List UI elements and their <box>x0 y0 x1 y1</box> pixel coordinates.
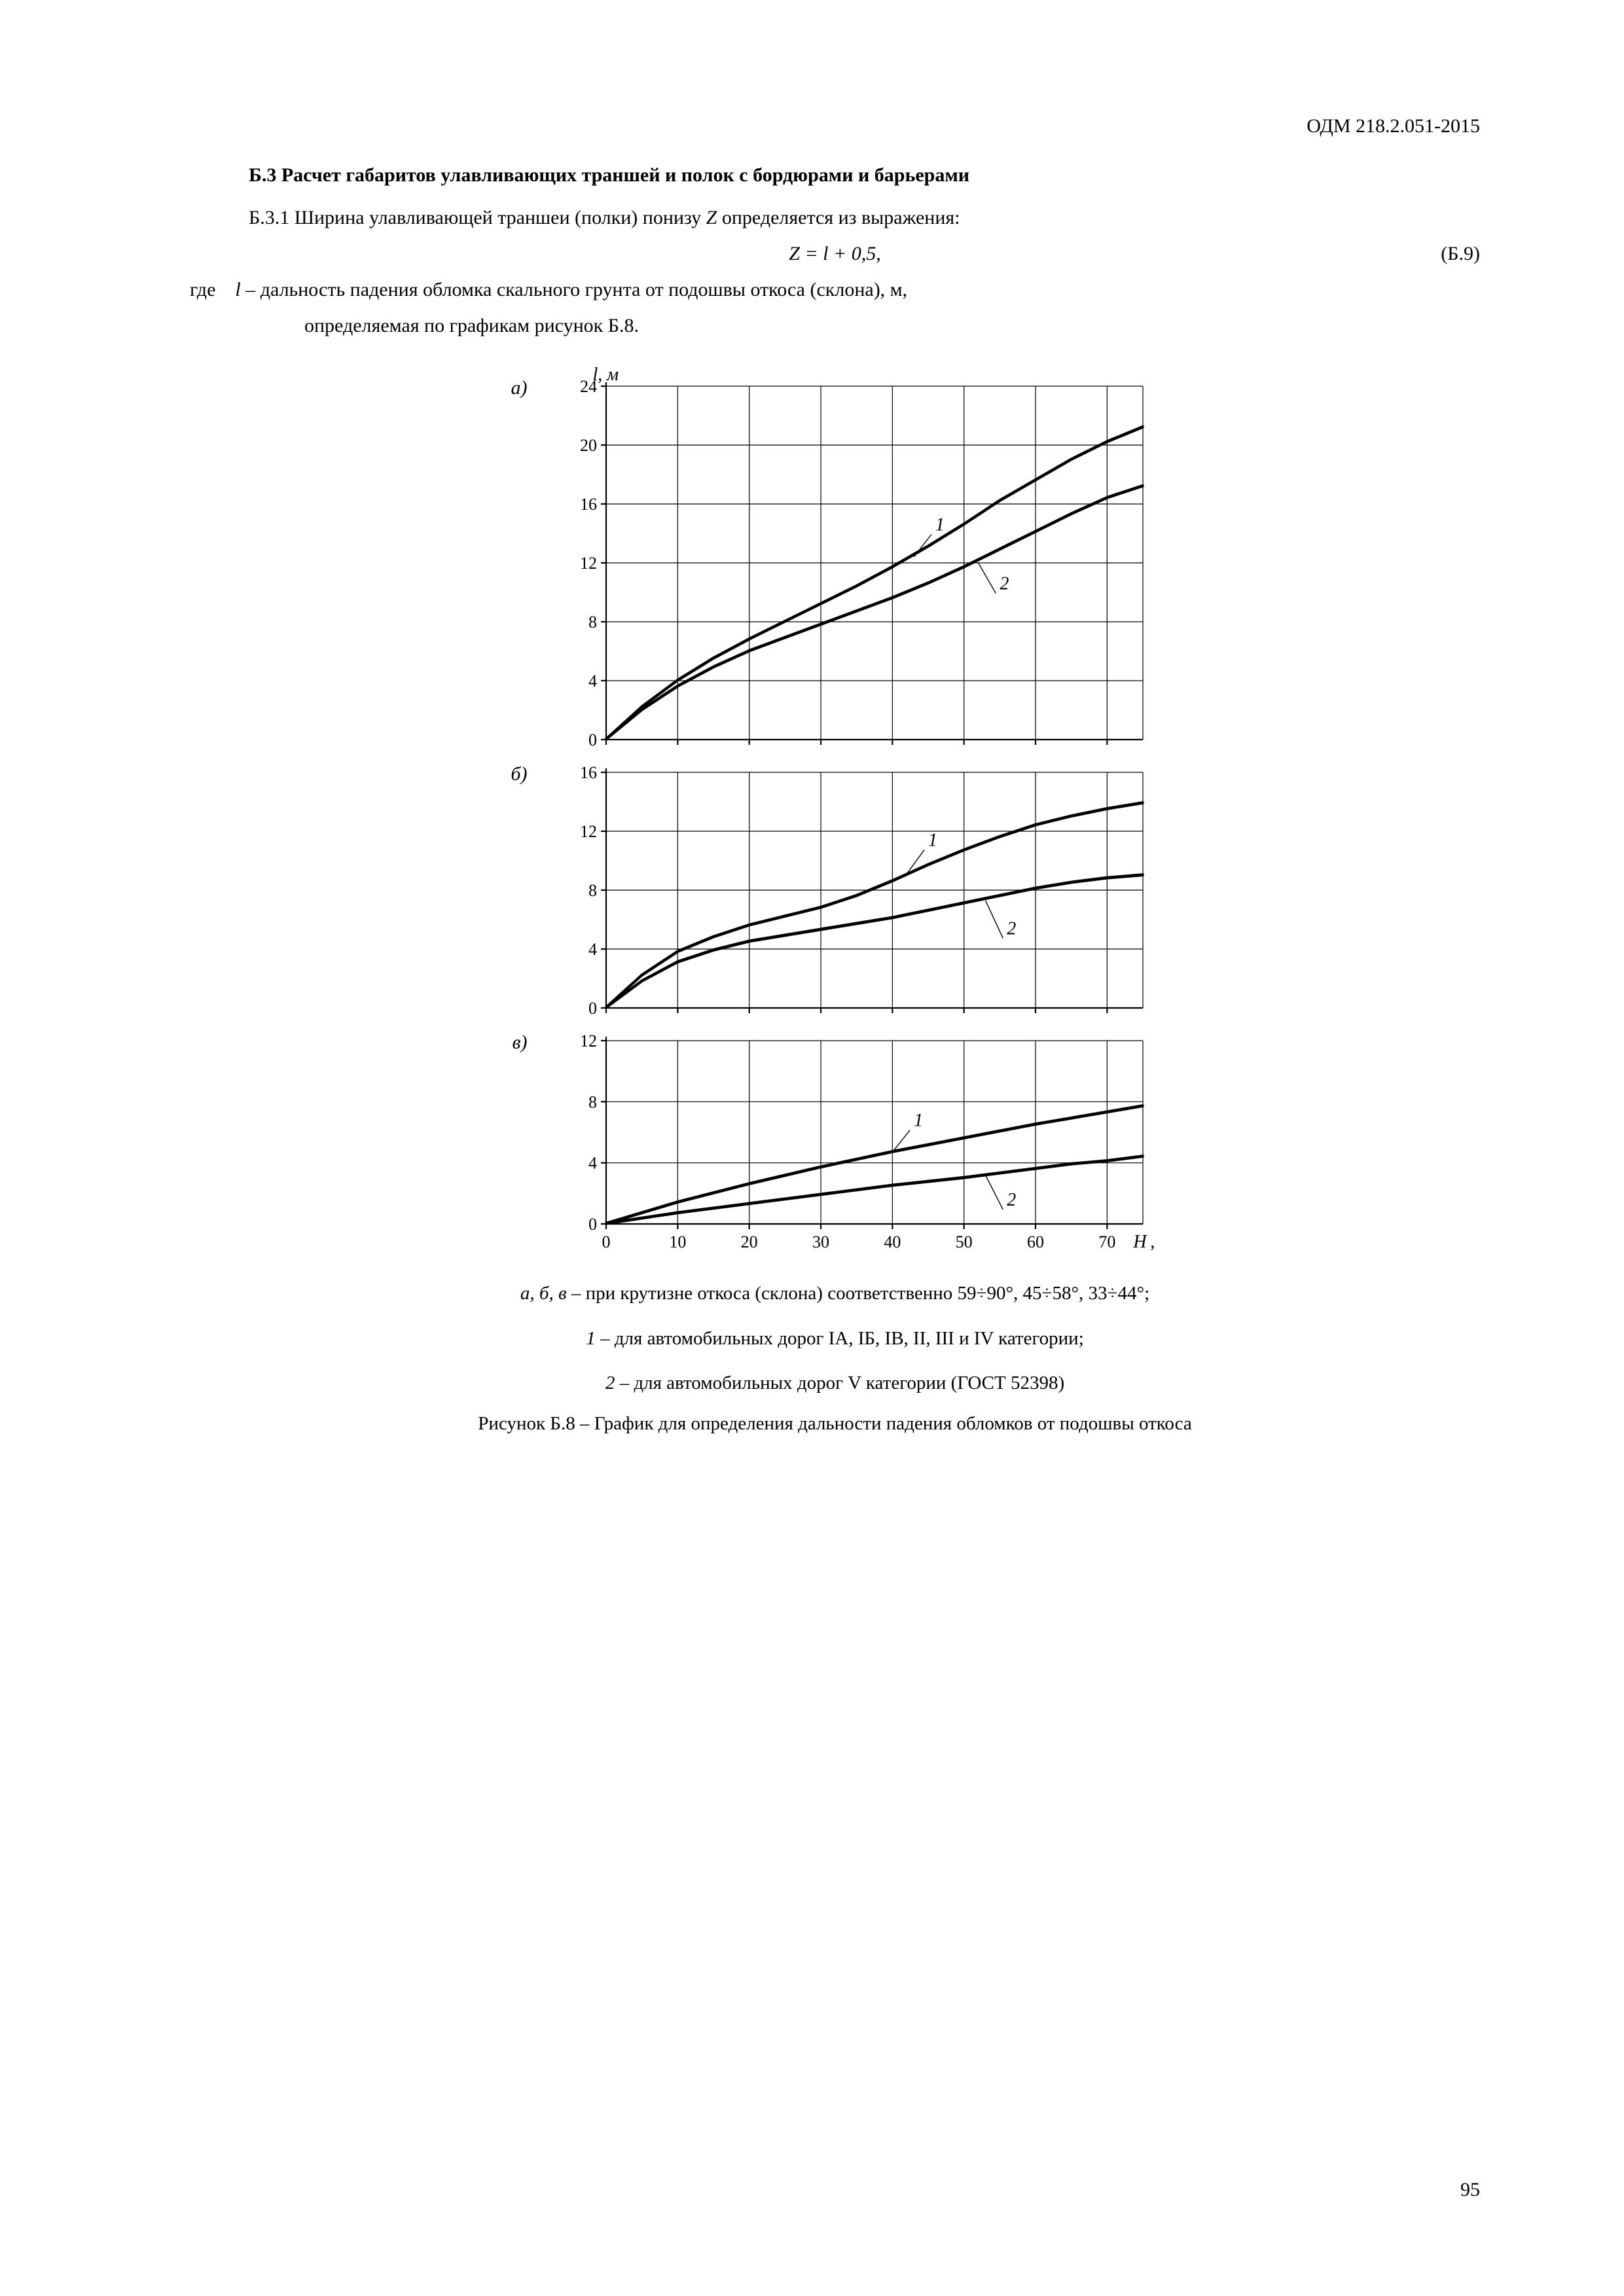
panel-b-label: б) <box>475 753 554 789</box>
svg-text:2: 2 <box>1007 919 1016 939</box>
svg-text:1: 1 <box>928 831 937 851</box>
svg-text:12: 12 <box>580 822 597 841</box>
svg-text:8: 8 <box>588 613 597 632</box>
svg-text:0: 0 <box>588 999 597 1018</box>
caption-1: а, б, в – при крутизне откоса (склона) с… <box>190 1280 1480 1308</box>
chart-b-wrap: 048121612 <box>554 753 1156 1021</box>
panel-v-label: в) <box>475 1021 554 1057</box>
svg-text:10: 10 <box>669 1232 686 1251</box>
equation-number: (Б.9) <box>1441 239 1480 268</box>
caption-1-rest: – при крутизне откоса (склона) соответст… <box>567 1283 1150 1304</box>
caption-2-pre: 1 <box>586 1328 596 1349</box>
chart-v-block: в) 0481201020304050607012H, м <box>475 1021 1195 1263</box>
caption-1-pre: а, б, в <box>520 1283 567 1304</box>
svg-text:1: 1 <box>935 515 944 535</box>
where-var: l <box>235 279 240 300</box>
where-cont: определяемая по графикам рисунок Б.8. <box>304 311 1480 340</box>
caption-3-rest: – для автомобильных дорог V категории (Г… <box>615 1372 1064 1393</box>
chart-v: 0481201020304050607012H, м <box>554 1021 1156 1263</box>
y-axis-title: l, м <box>593 361 619 389</box>
svg-text:20: 20 <box>740 1232 757 1251</box>
charts-container: а) l, м 0481216202412 б) 048121612 в) 04… <box>475 367 1195 1263</box>
page-number: 95 <box>1460 2175 1480 2204</box>
svg-text:2: 2 <box>1007 1190 1016 1210</box>
caption-3-pre: 2 <box>605 1372 615 1393</box>
chart-a-wrap: l, м 0481216202412 <box>554 367 1156 753</box>
svg-text:0: 0 <box>588 730 597 749</box>
formula-row: Z = l + 0,5, (Б.9) <box>190 239 1480 268</box>
svg-text:40: 40 <box>884 1232 901 1251</box>
chart-b: 048121612 <box>554 753 1156 1021</box>
doc-header: ОДМ 218.2.051-2015 <box>190 111 1480 141</box>
svg-text:4: 4 <box>588 940 597 959</box>
svg-text:H: H <box>1132 1232 1147 1252</box>
figure-title: Рисунок Б.8 – График для определения дал… <box>190 1410 1480 1439</box>
formula: Z = l + 0,5, <box>789 239 881 268</box>
y-axis-title-text: l, м <box>593 365 619 385</box>
where-prefix: где <box>190 279 215 300</box>
svg-text:8: 8 <box>588 881 597 900</box>
svg-text:4: 4 <box>588 672 597 691</box>
caption-2-rest: – для автомобильных дорог IА, IБ, IВ, II… <box>596 1328 1084 1349</box>
chart-b-block: б) 048121612 <box>475 753 1195 1021</box>
svg-text:30: 30 <box>812 1232 829 1251</box>
svg-text:70: 70 <box>1098 1232 1115 1251</box>
svg-text:1: 1 <box>914 1111 923 1131</box>
caption-3: 2 – для автомобильных дорог V категории … <box>190 1369 1480 1398</box>
para-b31: Б.3.1 Ширина улавливающей траншеи (полки… <box>249 203 1480 232</box>
svg-text:8: 8 <box>588 1092 597 1111</box>
where-line: где l – дальность падения обломка скальн… <box>190 275 1480 304</box>
section-title: Б.3 Расчет габаритов улавливающих транше… <box>249 160 1480 190</box>
chart-v-wrap: 0481201020304050607012H, м <box>554 1021 1156 1263</box>
caption-2: 1 – для автомобильных дорог IА, IБ, IВ, … <box>190 1325 1480 1354</box>
chart-a: 0481216202412 <box>554 367 1156 753</box>
where-text: – дальность падения обломка скального гр… <box>245 279 907 300</box>
svg-text:16: 16 <box>580 495 597 514</box>
svg-text:20: 20 <box>580 436 597 455</box>
svg-text:0: 0 <box>602 1232 610 1251</box>
svg-text:60: 60 <box>1027 1232 1044 1251</box>
svg-text:2: 2 <box>1000 574 1009 594</box>
para-b31-text: Б.3.1 Ширина улавливающей траншеи (полки… <box>249 207 960 228</box>
svg-text:0: 0 <box>588 1215 597 1234</box>
svg-text:16: 16 <box>580 763 597 782</box>
svg-text:, м: , м <box>1150 1232 1156 1252</box>
svg-text:4: 4 <box>588 1154 597 1173</box>
svg-text:12: 12 <box>580 1031 597 1050</box>
svg-text:12: 12 <box>580 554 597 573</box>
svg-text:50: 50 <box>955 1232 972 1251</box>
panel-a-label: а) <box>475 367 554 403</box>
chart-a-block: а) l, м 0481216202412 <box>475 367 1195 753</box>
